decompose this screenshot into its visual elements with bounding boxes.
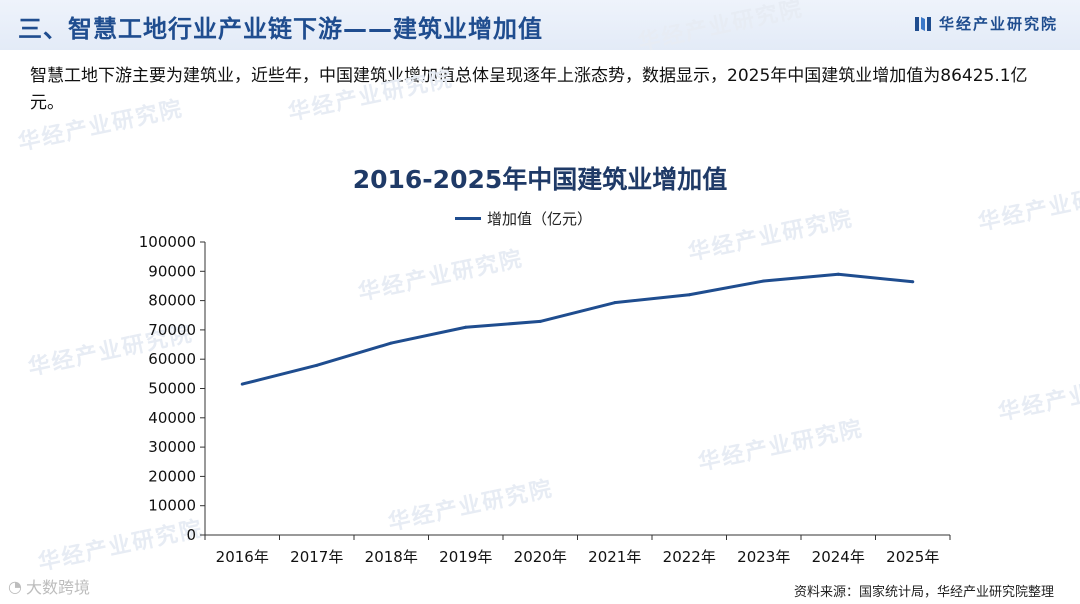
data-point	[687, 293, 691, 297]
x-tick-label: 2022年	[663, 548, 716, 566]
series-line	[241, 272, 913, 386]
x-tick-label: 2023年	[737, 548, 790, 566]
y-tick-label: 80000	[148, 292, 196, 310]
data-point	[240, 382, 244, 386]
x-tick-label: 2020年	[514, 548, 567, 566]
corner-watermark: ◔ 大数跨境	[8, 574, 90, 598]
corner-watermark-text: 大数跨境	[25, 578, 90, 597]
data-point	[538, 319, 542, 323]
x-tick-label: 2016年	[216, 548, 269, 566]
y-tick-label: 90000	[148, 262, 196, 280]
brand: 华经产业研究院	[914, 13, 1058, 34]
data-point	[464, 325, 468, 329]
data-point	[389, 341, 393, 345]
y-tick-label: 0	[186, 526, 196, 544]
y-tick-label: 50000	[148, 380, 196, 398]
x-tick-label: 2017年	[290, 548, 343, 566]
page-title: 三、智慧工地行业产业链下游——建筑业增加值	[18, 15, 543, 43]
y-tick-label: 30000	[148, 438, 196, 456]
data-point	[762, 279, 766, 283]
data-point	[613, 301, 617, 305]
x-tick-label: 2018年	[365, 548, 418, 566]
y-tick-label: 70000	[148, 321, 196, 339]
data-point	[911, 280, 915, 284]
x-tick-label: 2021年	[588, 548, 641, 566]
y-tick-label: 20000	[148, 467, 196, 485]
x-tick-label: 2025年	[886, 548, 939, 566]
source-note: 资料来源：国家统计局，华经产业研究院整理	[793, 585, 1054, 600]
weibo-icon: ◔	[8, 576, 22, 596]
x-tick-label: 2024年	[812, 548, 865, 566]
y-tick-label: 100000	[139, 233, 196, 251]
y-tick-label: 60000	[148, 350, 196, 368]
chart-title: 2016-2025年中国建筑业增加值	[352, 165, 728, 194]
y-tick-label: 10000	[148, 497, 196, 515]
brand-name: 华经产业研究院	[938, 15, 1058, 33]
brand-logo-icon	[914, 16, 931, 31]
header-bar: 三、智慧工地行业产业链下游——建筑业增加值 华经产业研究院	[0, 0, 1080, 50]
data-point	[315, 363, 319, 367]
x-tick-label: 2019年	[439, 548, 492, 566]
legend-swatch	[455, 217, 481, 220]
chart-legend: 增加值（亿元）	[455, 208, 592, 229]
legend-label: 增加值（亿元）	[487, 210, 593, 228]
y-tick-label: 40000	[148, 409, 196, 427]
intro-text: 智慧工地下游主要为建筑业，近些年，中国建筑业增加值总体呈现逐年上涨态势，数据显示…	[30, 66, 1028, 113]
data-point	[836, 272, 840, 276]
